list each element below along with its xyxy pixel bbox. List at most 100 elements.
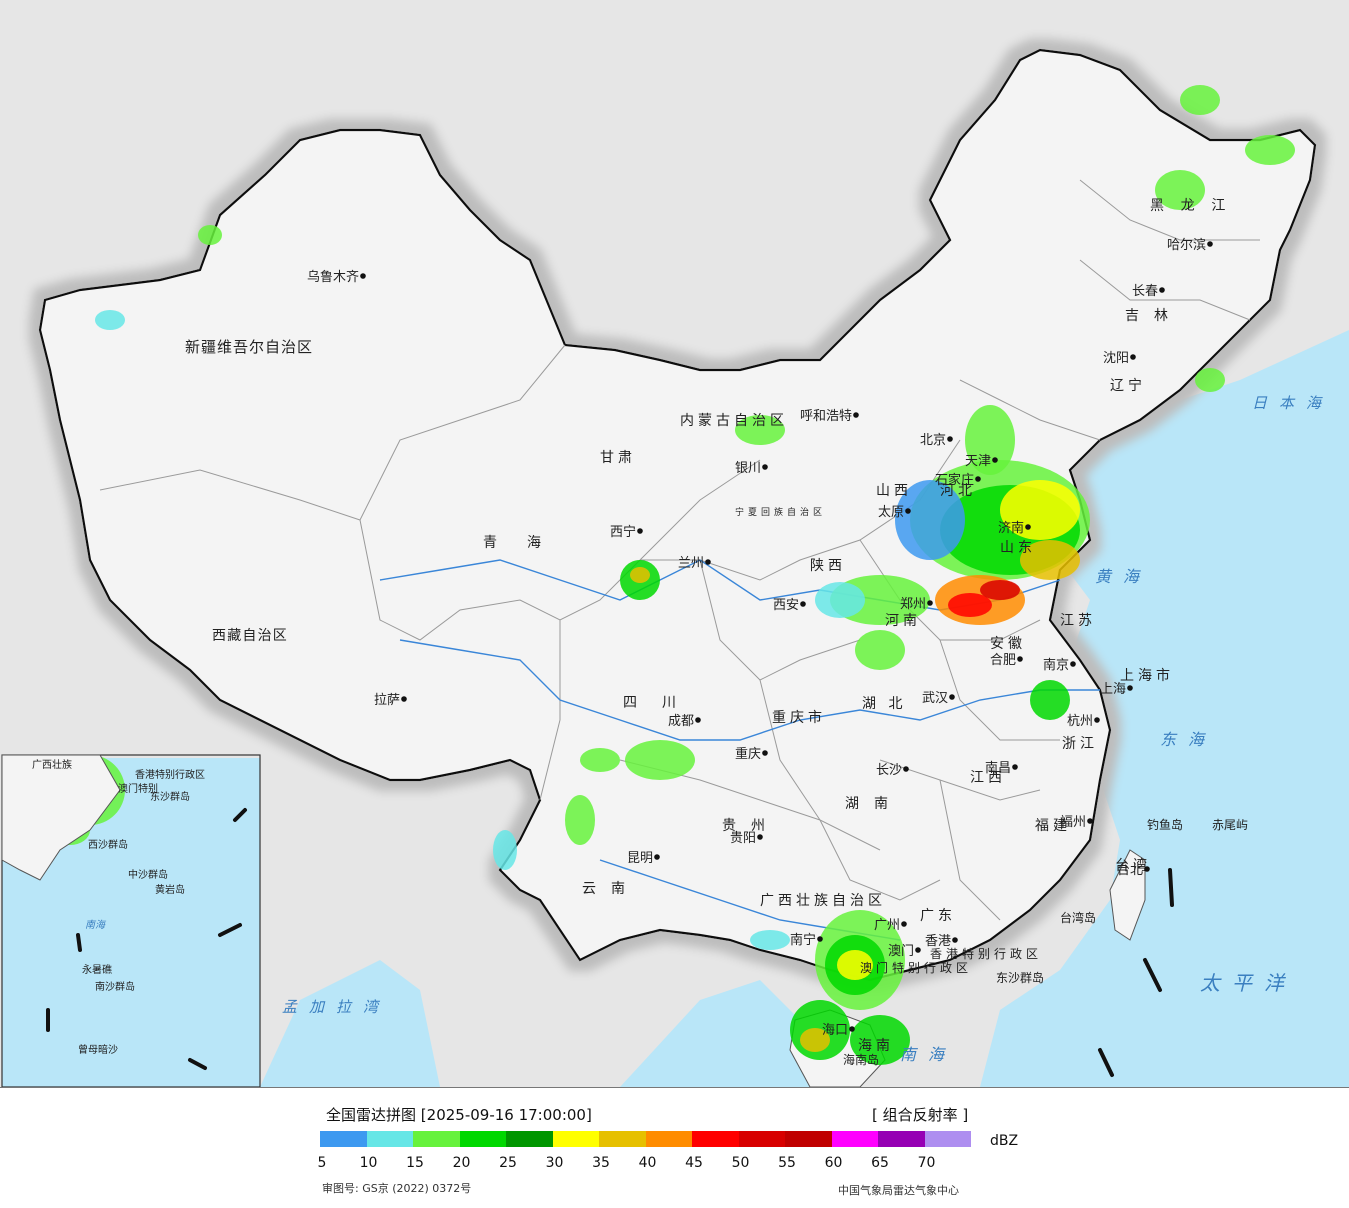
city-marker (1017, 656, 1023, 662)
legend-swatch (599, 1131, 646, 1147)
inset-label: 西沙群岛 (88, 838, 128, 851)
city-marker (757, 834, 763, 840)
city-marker (401, 696, 407, 702)
city-marker (695, 717, 701, 723)
city-label: 银川 (735, 461, 761, 476)
legend-swatch (924, 1131, 971, 1147)
city-marker (905, 508, 911, 514)
region-label: 重庆市 (772, 709, 826, 726)
south-china-sea-inset (1, 754, 261, 1087)
island-label: 东沙群岛 (996, 970, 1044, 985)
inset-label: 香港特别行政区 (135, 768, 205, 781)
region-label: 湖南 (845, 796, 903, 812)
organization-name: 中国气象局雷达气象中心 (838, 1184, 959, 1197)
city-label: 昆明 (627, 851, 653, 866)
city-label: 呼和浩特 (800, 409, 852, 424)
taiwan-island (1109, 849, 1146, 941)
radar-echo (580, 748, 620, 772)
sea-label: 南海 (900, 1045, 956, 1064)
radar-echo (1020, 540, 1080, 580)
city-label: 太原 (878, 505, 904, 520)
sea-label: 太平洋 (1200, 971, 1296, 995)
city-label: 武汉 (922, 691, 948, 706)
radar-echo (965, 405, 1015, 475)
radar-map: 新疆维吾尔自治区 西藏自治区 青海 甘肃 内蒙古自治区 宁夏回族自治区 陕西 山西 河北 山东 河南… (0, 0, 1349, 1088)
city-marker (1012, 764, 1018, 770)
city-label: 西安 (773, 598, 799, 613)
city-label: 福州 (1060, 815, 1086, 830)
region-label: 新疆维吾尔自治区 (185, 338, 313, 356)
map-approval-number: 审图号: GS京 (2022) 0372号 (322, 1182, 472, 1195)
radar-echo (850, 1015, 910, 1065)
city-marker (1087, 818, 1093, 824)
inset-label: 南沙群岛 (95, 980, 135, 993)
city-label: 乌鲁木齐 (307, 269, 359, 285)
city-label: 郑州 (900, 597, 926, 612)
city-marker (949, 694, 955, 700)
region-label: 山西 (876, 483, 912, 499)
legend-tick: 10 (359, 1155, 378, 1171)
city-marker (952, 937, 958, 943)
radar-echo (95, 310, 125, 330)
sea-label: 孟加拉湾 (282, 998, 390, 1016)
radar-echo (948, 593, 992, 617)
region-label: 广东 (920, 908, 956, 924)
city-label: 西宁 (610, 524, 636, 540)
radar-echo (750, 930, 790, 950)
legend-swatch (320, 1131, 367, 1147)
legend-tick: 40 (638, 1155, 657, 1171)
city-marker (1144, 866, 1150, 872)
city-label: 石家庄 (935, 472, 974, 488)
legend-swatch (506, 1131, 553, 1147)
city-label: 北京 (920, 433, 946, 448)
legend-swatch (552, 1131, 599, 1147)
radar-echo (625, 740, 695, 780)
region-label: 浙江 (1062, 736, 1098, 752)
city-label: 合肥 (990, 653, 1016, 668)
city-marker (901, 921, 907, 927)
region-label: 河北 (940, 483, 976, 499)
island-label: 海南岛 (843, 1052, 879, 1067)
legend-swatch (645, 1131, 692, 1147)
radar-echo (1180, 85, 1220, 115)
city-label: 台北 (1117, 863, 1143, 878)
legend-tick: 25 (499, 1155, 517, 1171)
city-marker (903, 766, 909, 772)
city-label: 拉萨 (374, 693, 400, 708)
inset-label: 黄岩岛 (155, 883, 185, 896)
region-label: 西藏自治区 (212, 628, 288, 644)
region-label: 吉林 (1125, 308, 1183, 324)
city-label: 天津 (965, 454, 991, 469)
region-label: 台湾 (1115, 857, 1151, 874)
city-label: 南京 (1043, 657, 1069, 673)
city-label: 广州 (874, 918, 900, 933)
city-label: 重庆 (735, 746, 761, 762)
city-marker (1070, 661, 1076, 667)
region-label: 湖北 (862, 696, 915, 712)
city-marker (1127, 685, 1133, 691)
mosaic-title: 全国雷达拼图 [2025-09-16 17:00:00] (326, 1104, 592, 1125)
legend-swatch (878, 1131, 925, 1147)
city-label: 贵阳 (730, 831, 756, 846)
city-marker (1025, 524, 1031, 530)
inset-label: 曾母暗沙 (78, 1043, 118, 1056)
inset-label: 澳门特别 (118, 782, 158, 795)
region-label: 香港特别行政区 (930, 946, 1042, 961)
legend-tick: 35 (592, 1155, 610, 1171)
city-marker (992, 457, 998, 463)
radar-echo (855, 630, 905, 670)
legend-tick: 70 (917, 1155, 936, 1171)
region-label: 海南 (858, 1038, 894, 1054)
city-marker (1094, 717, 1100, 723)
city-marker (762, 750, 768, 756)
city-marker (915, 947, 921, 953)
city-marker (849, 1026, 855, 1032)
radar-echo (1155, 170, 1205, 210)
city-label: 南昌 (985, 760, 1011, 776)
radar-echo (895, 480, 965, 560)
radar-echo (800, 1028, 830, 1052)
radar-echo (198, 225, 222, 245)
legend-swatch (831, 1131, 878, 1147)
